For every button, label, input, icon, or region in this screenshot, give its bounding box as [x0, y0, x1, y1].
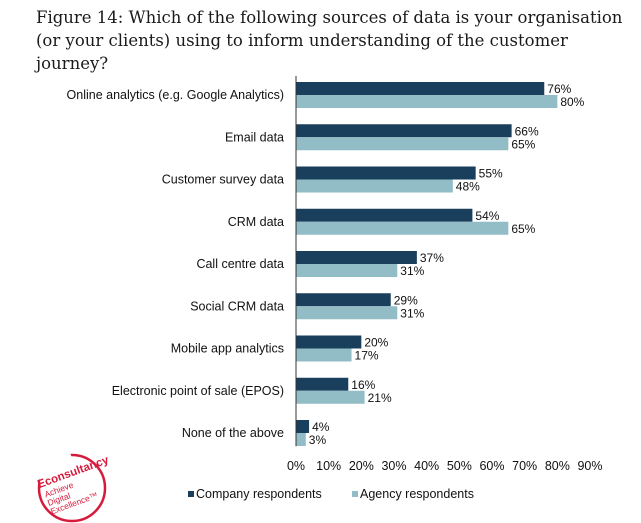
x-tick-label: 30% [381, 459, 406, 473]
x-tick-label: 70% [512, 459, 537, 473]
category-label: Social CRM data [190, 299, 284, 313]
data-label: 54% [475, 209, 499, 223]
bar-agency-respondents-call-centre-data [296, 264, 398, 277]
bar-company-respondents-none-of-the-above [296, 420, 310, 433]
x-tick-label: 60% [479, 459, 504, 473]
data-label: 20% [364, 336, 388, 350]
category-label: CRM data [228, 215, 284, 229]
x-tick-label: 10% [316, 459, 341, 473]
data-label: 65% [511, 222, 535, 236]
x-tick-label: 50% [447, 459, 472, 473]
bar-agency-respondents-email-data [296, 137, 509, 151]
x-tick-label: 0% [287, 459, 305, 473]
bar-agency-respondents-social-crm-data [296, 306, 398, 320]
bar-company-respondents-electronic-point-of-sale-epos [296, 377, 349, 391]
category-label: Email data [225, 130, 284, 144]
data-label: 48% [456, 180, 480, 194]
bar-agency-respondents-customer-survey-data [296, 179, 453, 193]
data-label: 80% [560, 95, 584, 109]
data-label: 65% [511, 137, 535, 151]
x-tick-label: 80% [545, 459, 570, 473]
data-label: 21% [368, 391, 392, 405]
data-label: 16% [351, 378, 375, 392]
category-label: Call centre data [196, 257, 284, 271]
figure-title: Figure 14: Which of the following source… [36, 8, 623, 73]
category-label: Customer survey data [162, 173, 284, 187]
legend-swatch-agency-respondents [352, 491, 358, 497]
category-label: Online analytics (e.g. Google Analytics) [67, 88, 284, 102]
bar-company-respondents-crm-data [296, 208, 473, 222]
logo-ring [37, 453, 107, 523]
bar-company-respondents-customer-survey-data [296, 166, 476, 180]
bar-agency-respondents-electronic-point-of-sale-epos [296, 390, 365, 404]
data-label: 31% [400, 264, 424, 278]
data-label: 31% [400, 306, 424, 320]
data-label: 3% [309, 433, 327, 447]
category-label: None of the above [182, 426, 284, 440]
legend-label-agency-respondents: Agency respondents [360, 487, 474, 501]
bar-company-respondents-social-crm-data [296, 293, 391, 307]
x-tick-label: 40% [414, 459, 439, 473]
category-label: Mobile app analytics [171, 342, 284, 356]
legend-swatch-company-respondents [188, 491, 194, 497]
data-label: 55% [479, 167, 503, 181]
data-label: 4% [312, 420, 330, 434]
x-tick-label: 20% [349, 459, 374, 473]
bar-company-respondents-online-analytics-e-g-google-analytics [296, 82, 545, 95]
bar-agency-respondents-crm-data [296, 221, 509, 235]
bar-agency-respondents-online-analytics-e-g-google-analytics [296, 95, 558, 108]
bar-company-respondents-email-data [296, 124, 512, 138]
data-label: 76% [547, 82, 571, 96]
data-label: 37% [420, 251, 444, 265]
data-label: 29% [394, 293, 418, 307]
bar-agency-respondents-mobile-app-analytics [296, 348, 352, 362]
x-tick-label: 90% [577, 459, 602, 473]
bar-agency-respondents-none-of-the-above [296, 433, 306, 446]
data-label: 66% [515, 124, 539, 138]
bar-company-respondents-call-centre-data [296, 251, 417, 264]
bar-company-respondents-mobile-app-analytics [296, 335, 362, 349]
data-label: 17% [355, 349, 379, 363]
legend-label-company-respondents: Company respondents [196, 487, 322, 501]
category-label: Electronic point of sale (EPOS) [112, 384, 284, 398]
